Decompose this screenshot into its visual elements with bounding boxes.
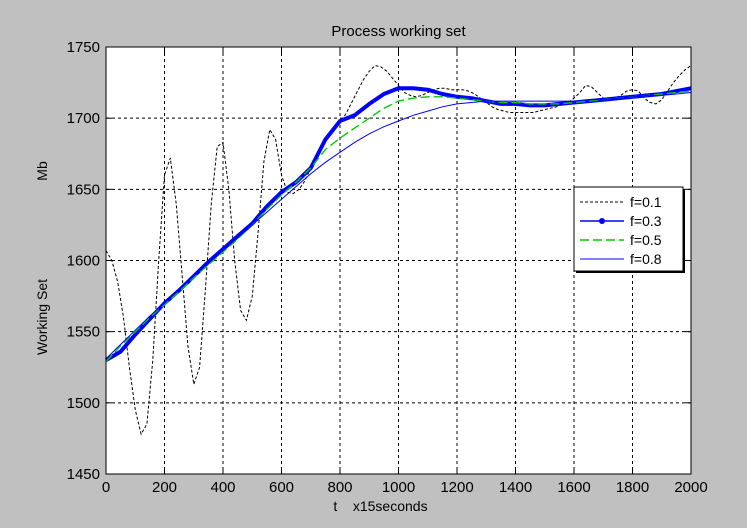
x-tick-label: 400	[210, 479, 235, 496]
y-axis-label: Working Set	[34, 279, 50, 355]
x-axis-label: t x15seconds	[333, 498, 427, 514]
series-line-3	[105, 92, 692, 360]
series-group	[104, 64, 692, 436]
y-axis-unit-label: Mb	[34, 161, 50, 181]
chart-title: Process working set	[331, 23, 466, 40]
y-tick-label: 1500	[67, 395, 100, 412]
y-tick-label: 1750	[67, 39, 100, 56]
x-tick-label: 1600	[557, 479, 590, 496]
x-tick-label: 1800	[616, 479, 649, 496]
y-tick-label: 1550	[67, 324, 100, 341]
legend-marker-1	[599, 218, 605, 224]
x-tick-label: 600	[269, 479, 294, 496]
legend: f=0.1 f=0.3 f=0.5 f=0.8	[573, 186, 685, 273]
y-tick-label: 1600	[67, 253, 100, 270]
legend-label-1: f=0.3	[630, 213, 662, 229]
legend-label-3: f=0.8	[630, 251, 662, 267]
x-tick-label: 800	[327, 479, 352, 496]
legend-label-0: f=0.1	[630, 194, 662, 210]
x-tick-label: 200	[152, 479, 177, 496]
series-line-0	[105, 64, 692, 436]
x-tick-label: 1000	[382, 479, 415, 496]
series-line-2	[105, 90, 692, 363]
x-tick-label: 1200	[440, 479, 473, 496]
legend-label-2: f=0.5	[630, 232, 662, 248]
x-tick-label: 0	[102, 479, 110, 496]
x-tick-label: 1400	[499, 479, 532, 496]
y-tick-label: 1700	[67, 110, 100, 127]
y-tick-label: 1450	[67, 466, 100, 483]
x-tick-label: 2000	[674, 479, 707, 496]
legend-box	[573, 186, 684, 272]
y-tick-label: 1650	[67, 181, 100, 198]
